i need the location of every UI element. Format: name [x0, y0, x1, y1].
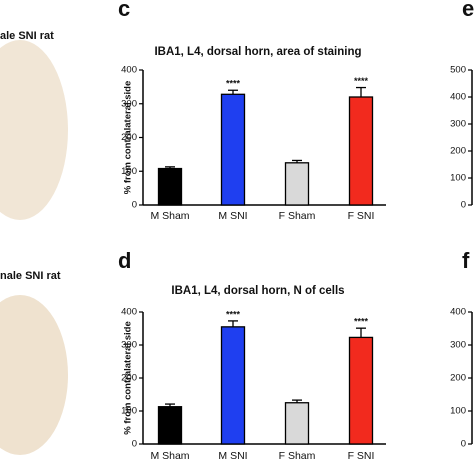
x-tick-label: M SNI — [218, 210, 247, 222]
x-tick-label: F Sham — [279, 210, 316, 222]
y-tick-label: 100 — [121, 406, 137, 417]
tissue-image — [0, 295, 68, 455]
y-axis-label: % from contralateral side — [123, 321, 134, 435]
bar — [284, 402, 310, 445]
x-tick-label: F SNI — [348, 210, 375, 222]
bar — [348, 96, 374, 206]
bar — [157, 167, 183, 206]
significance-label: **** — [354, 317, 369, 327]
significance-label: **** — [354, 76, 369, 86]
y-tick-label: 100 — [450, 173, 466, 184]
y-tick-label: 200 — [450, 146, 466, 157]
y-tick-label: 300 — [450, 340, 466, 351]
x-tick-label: M SNI — [218, 450, 247, 462]
y-tick-label: 300 — [450, 119, 466, 130]
panel-letter: e — [462, 0, 474, 21]
y-tick-label: 400 — [121, 65, 137, 76]
tissue-image — [0, 40, 68, 220]
y-tick-label: 0 — [132, 439, 137, 450]
x-tick-label: M Sham — [150, 210, 189, 222]
y-tick-label: 400 — [450, 92, 466, 103]
y-tick-label: 400 — [450, 307, 466, 318]
bar — [348, 336, 374, 445]
image-label: ale SNI rat — [0, 30, 54, 42]
panel-letter: c — [118, 0, 130, 21]
y-tick-label: 100 — [450, 406, 466, 417]
y-tick-label: 300 — [121, 340, 137, 351]
panel-letter: f — [462, 248, 470, 273]
bar — [284, 162, 310, 206]
y-tick-label: 400 — [121, 307, 137, 318]
y-tick-label: 500 — [450, 65, 466, 76]
significance-label: **** — [226, 79, 241, 89]
y-tick-label: 300 — [121, 98, 137, 109]
y-tick-label: 200 — [450, 373, 466, 384]
panel-letter: d — [118, 248, 131, 273]
y-tick-label: 200 — [121, 373, 137, 384]
y-axis-label: % from contralateral side — [123, 81, 134, 195]
y-tick-label: 0 — [461, 439, 466, 450]
y-tick-label: 200 — [121, 132, 137, 143]
x-tick-label: M Sham — [150, 450, 189, 462]
y-tick-label: 0 — [461, 200, 466, 211]
chart-title: IBA1, L4, dorsal horn, area of staining — [154, 46, 361, 58]
bar — [220, 93, 246, 206]
bar — [220, 326, 246, 445]
chart-title: IBA1, L4, dorsal horn, N of cells — [171, 285, 344, 297]
image-label: nale SNI rat — [0, 270, 61, 282]
x-tick-label: F Sham — [279, 450, 316, 462]
y-tick-label: 0 — [132, 200, 137, 211]
y-tick-label: 100 — [121, 166, 137, 177]
x-tick-label: F SNI — [348, 450, 375, 462]
significance-label: **** — [226, 309, 241, 319]
bar — [157, 406, 183, 445]
